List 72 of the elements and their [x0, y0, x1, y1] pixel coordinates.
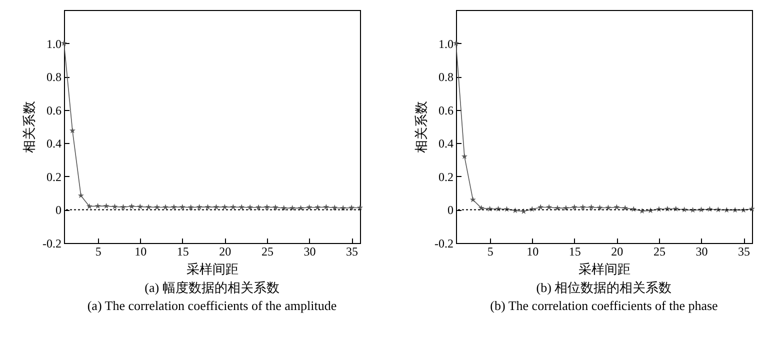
x-tick-label: 20	[219, 244, 232, 258]
x-tick-label: 15	[568, 244, 581, 258]
point	[128, 203, 135, 209]
text: (a) The correlation coefficients of the amplitude	[87, 298, 337, 313]
y-tick-label: -0.2	[434, 236, 454, 250]
point	[103, 202, 110, 209]
x-tick-label: 25	[653, 244, 666, 258]
point	[222, 204, 228, 210]
text: (b) The correlation coefficients of the phase	[490, 298, 718, 313]
point	[571, 204, 578, 210]
x-tick-label: 15	[176, 244, 189, 258]
x-tick-label: 30	[304, 244, 316, 258]
point	[256, 204, 262, 210]
x-tick-label: 30	[696, 244, 708, 258]
point	[554, 204, 560, 211]
x-axis-title: 采样间距	[578, 262, 630, 276]
y-tick-label: 0	[448, 203, 454, 218]
y-tick-label: 1.0	[46, 36, 62, 51]
point	[213, 204, 220, 210]
point	[86, 203, 92, 209]
y-axis-title: 相关系数	[22, 101, 37, 153]
y-tick-label: 0.8	[46, 70, 62, 84]
point	[323, 204, 330, 210]
y-tick-label: 1.0	[438, 36, 454, 51]
point	[137, 204, 144, 210]
y-axis-title: 相关系数	[414, 101, 429, 153]
point	[614, 204, 620, 210]
x-tick-label: 35	[346, 244, 358, 258]
y-tick-label: 0.8	[438, 70, 454, 84]
point	[461, 153, 468, 160]
point	[588, 204, 594, 210]
point	[179, 204, 186, 210]
point	[188, 204, 194, 210]
y-tick-label: 0.2	[46, 170, 62, 184]
point	[639, 208, 646, 214]
y-tick-label: 0.6	[46, 103, 62, 118]
text: (a) 幅度数据的相关系数	[144, 280, 280, 295]
y-tick-label: 0.2	[438, 170, 454, 184]
point	[538, 204, 544, 210]
point	[332, 204, 338, 210]
y-tick-label: -0.2	[42, 236, 62, 250]
point	[546, 204, 552, 210]
point	[238, 204, 245, 210]
y-tick-label: 0	[56, 203, 62, 218]
y-tick-label: 0.6	[438, 103, 454, 118]
point	[112, 204, 118, 210]
point	[230, 204, 236, 210]
y-tick-label: 0.4	[46, 136, 62, 151]
x-tick-label: 10	[134, 244, 147, 258]
x-tick-label: 5	[487, 244, 494, 258]
point	[162, 204, 168, 210]
point	[580, 204, 586, 210]
point	[470, 196, 476, 202]
x-tick-label: 5	[95, 244, 102, 258]
x-tick-label: 35	[738, 244, 750, 258]
y-tick-label: 0.4	[438, 136, 454, 151]
point	[146, 204, 152, 210]
point	[69, 128, 76, 134]
point	[78, 192, 84, 198]
text: (b) 相位数据的相关系数	[536, 280, 672, 295]
point	[314, 204, 321, 210]
x-axis-title: 采样间距	[186, 262, 238, 276]
x-tick-label: 25	[261, 244, 274, 258]
x-tick-label: 10	[526, 244, 539, 258]
point	[94, 202, 101, 209]
point	[170, 204, 177, 210]
x-tick-label: 20	[611, 244, 624, 258]
point	[204, 204, 211, 210]
point	[154, 204, 160, 210]
point	[196, 204, 202, 210]
point	[120, 204, 126, 210]
point	[264, 204, 270, 210]
